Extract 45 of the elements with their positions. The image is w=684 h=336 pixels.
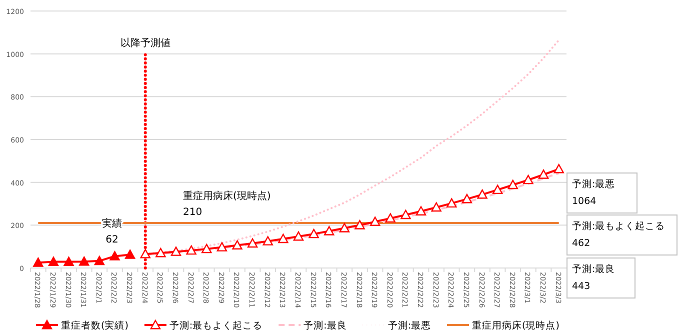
point — [477, 189, 488, 199]
point — [554, 164, 564, 174]
point — [492, 184, 503, 194]
point — [232, 240, 242, 250]
point — [186, 245, 196, 255]
ref-line-label: 以降予測値 — [120, 37, 170, 50]
point — [48, 256, 59, 266]
point — [94, 256, 105, 266]
point — [354, 220, 365, 230]
point — [462, 194, 472, 204]
point — [79, 256, 90, 266]
point — [293, 231, 304, 241]
annotation: 予測:最もよく起こる 462 — [566, 214, 678, 256]
point — [508, 180, 518, 190]
annotation: 予測:最良 443 — [566, 258, 636, 298]
point — [431, 202, 442, 212]
legend-label: 予測:最もよく起こる — [169, 320, 263, 332]
point — [446, 198, 457, 208]
legend-label: 予測:最良 — [304, 320, 347, 332]
point — [170, 246, 182, 256]
point — [140, 248, 150, 258]
point — [416, 206, 426, 216]
point — [370, 216, 380, 226]
legend-label: 予測:最悪 — [388, 320, 432, 332]
point — [400, 210, 411, 220]
annotation: 重症用病床(現時点) 210 — [182, 191, 271, 218]
annotation: 予測:最悪 1064 — [566, 172, 638, 214]
point — [339, 223, 350, 232]
point — [278, 234, 288, 244]
point — [216, 242, 228, 252]
point — [262, 236, 273, 246]
point — [33, 258, 44, 267]
point — [124, 250, 136, 259]
legend-label: 重症者数(実績) — [61, 320, 128, 332]
point — [202, 244, 212, 254]
legend-label: 重症用病床(現時点) — [472, 320, 560, 332]
point — [247, 238, 258, 248]
point — [308, 228, 319, 238]
point — [64, 256, 74, 266]
point — [538, 170, 549, 179]
point — [324, 226, 334, 236]
point — [110, 251, 120, 260]
point — [523, 174, 534, 184]
point — [385, 213, 396, 223]
point — [156, 248, 166, 258]
